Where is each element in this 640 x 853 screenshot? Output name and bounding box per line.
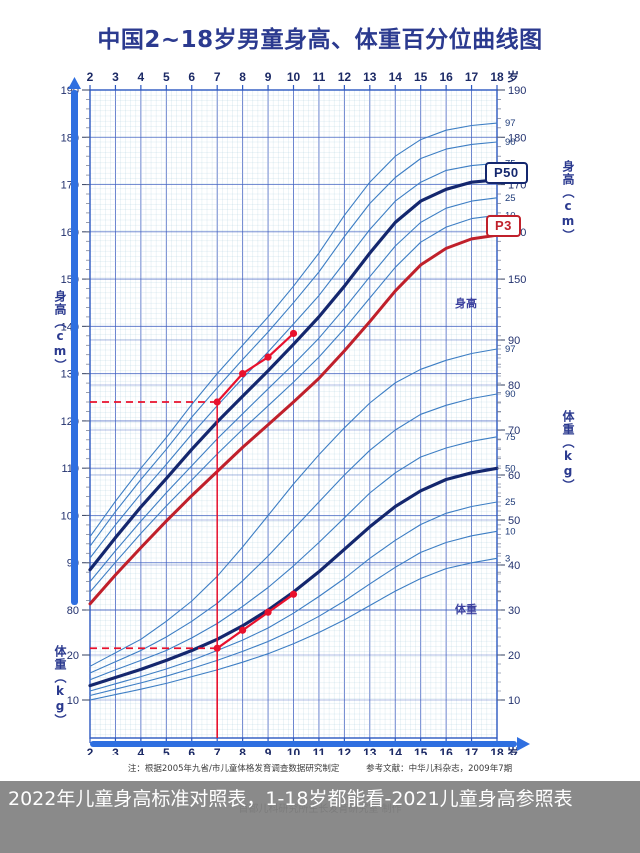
svg-text:97: 97 [505,118,516,129]
svg-text:5: 5 [163,746,170,755]
svg-text:17: 17 [465,746,479,755]
svg-text:90: 90 [508,335,520,347]
caption-text: 2022年儿童身高标准对照表，1-18岁都能看-2021儿童身高参照表 [8,788,573,810]
svg-text:3: 3 [112,70,119,84]
svg-text:15: 15 [414,746,428,755]
svg-text:20: 20 [67,650,79,662]
svg-text:岁: 岁 [507,69,519,84]
svg-text:5: 5 [163,70,170,84]
svg-text:150: 150 [508,274,526,286]
badge-p3: P3 [486,215,521,237]
svg-text:6: 6 [188,70,195,84]
right-height-axis-label: 身高（cm） [561,160,575,242]
left-height-axis-label: 身高（cm） [53,290,67,372]
svg-text:18: 18 [490,70,504,84]
svg-text:17: 17 [465,70,479,84]
footnote-right: 参考文献：中华儿科杂志，2009年7期 [366,764,513,774]
footnote: 注：根据2005年九省/市儿童体格发育调查数据研究制定 参考文献：中华儿科杂志，… [0,762,640,774]
svg-text:50: 50 [508,515,520,527]
svg-text:10: 10 [67,695,79,707]
svg-text:90: 90 [505,137,516,148]
svg-text:8: 8 [239,70,246,84]
svg-text:体重: 体重 [455,602,477,616]
svg-text:80: 80 [67,605,79,617]
caption-bar [0,781,640,853]
svg-text:16: 16 [439,746,453,755]
svg-text:岁: 岁 [507,745,519,755]
svg-text:80: 80 [508,380,520,392]
svg-text:10: 10 [508,695,520,707]
svg-text:8: 8 [239,746,246,755]
svg-text:6: 6 [188,746,195,755]
svg-text:97: 97 [505,344,516,355]
svg-text:25: 25 [505,497,516,508]
svg-text:4: 4 [138,70,145,84]
svg-text:10: 10 [505,526,516,537]
svg-text:90: 90 [505,389,516,400]
svg-text:7: 7 [214,70,221,84]
svg-text:15: 15 [414,70,428,84]
svg-text:16: 16 [439,70,453,84]
badge-p50: P50 [485,162,528,184]
svg-text:7: 7 [214,746,221,755]
svg-text:9: 9 [265,746,272,755]
svg-text:12: 12 [338,746,352,755]
svg-text:4: 4 [138,746,145,755]
svg-text:10: 10 [287,70,301,84]
svg-text:身高: 身高 [455,296,477,310]
svg-text:40: 40 [508,560,520,572]
left-weight-axis-label: 体重（kg） [53,645,67,727]
svg-text:180: 180 [508,132,526,144]
svg-text:11: 11 [313,70,326,84]
svg-text:70: 70 [508,425,520,437]
svg-text:60: 60 [508,470,520,482]
chart-area: 2 2 3 3 4 4 5 5 6 6 7 7 8 8 9 9 10 10 11 11 12 12 13 13 14 14 15 15… [0,55,640,755]
svg-text:13: 13 [363,746,377,755]
svg-text:11: 11 [313,746,326,755]
svg-text:10: 10 [287,746,301,755]
svg-text:3: 3 [112,746,119,755]
svg-text:3: 3 [505,553,510,564]
svg-text:14: 14 [389,746,403,755]
growth-chart-svg: 2 2 3 3 4 4 5 5 6 6 7 7 8 8 9 9 10 10 11 11 12 12 13 13 14 14 15 15… [61,69,530,755]
svg-text:18: 18 [490,746,504,755]
svg-text:50: 50 [505,463,516,474]
page-title: 中国2~18岁男童身高、体重百分位曲线图 [97,27,543,53]
svg-text:12: 12 [338,70,352,84]
right-weight-axis-label: 体重（kg） [561,410,575,492]
svg-text:30: 30 [508,605,520,617]
svg-text:190: 190 [508,85,526,97]
svg-text:20: 20 [508,650,520,662]
svg-text:13: 13 [363,70,377,84]
svg-text:75: 75 [505,432,516,443]
svg-text:9: 9 [265,70,272,84]
svg-text:25: 25 [505,193,516,204]
footnote-left: 注：根据2005年九省/市儿童体格发育调查数据研究制定 [127,764,340,774]
svg-text:2: 2 [87,746,94,755]
svg-text:14: 14 [389,70,403,84]
svg-text:2: 2 [87,70,94,84]
